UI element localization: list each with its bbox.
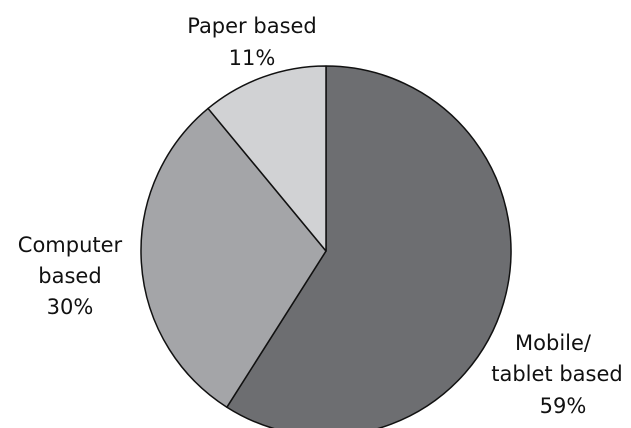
slice-label-mobile-line1: Mobile/ xyxy=(515,331,592,355)
pie-slice-paper xyxy=(207,65,327,252)
pie-slice-computer xyxy=(140,107,327,408)
slice-label-computer-line2: based xyxy=(38,264,101,288)
slice-value-computer: 30% xyxy=(47,295,94,319)
slice-label-paper: Paper based xyxy=(187,14,317,38)
slice-value-paper: 11% xyxy=(229,46,276,70)
slice-label-mobile-line2: tablet based xyxy=(491,362,623,386)
pie-slices xyxy=(140,65,512,428)
pie-slice-mobile-tablet xyxy=(226,65,512,428)
slice-value-mobile: 59% xyxy=(540,394,587,418)
slice-label-computer-line1: Computer xyxy=(18,233,123,257)
